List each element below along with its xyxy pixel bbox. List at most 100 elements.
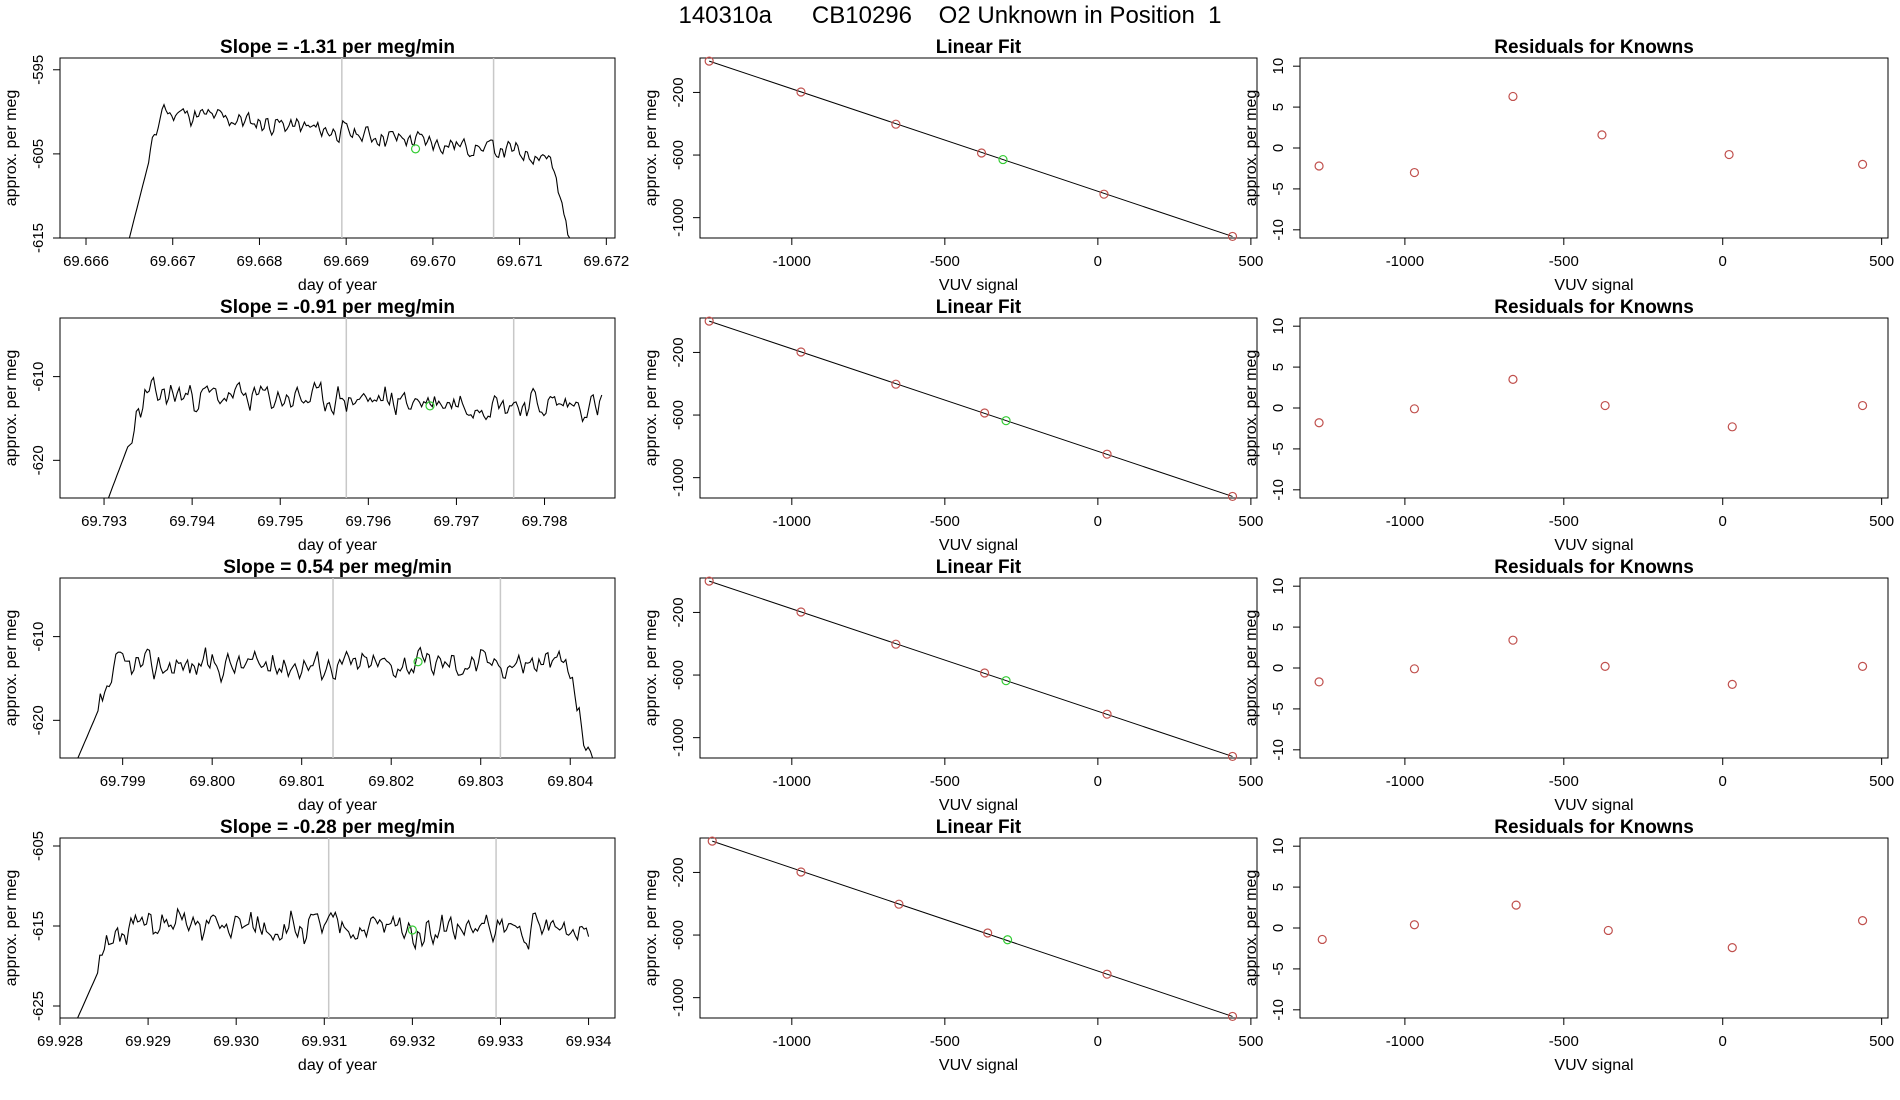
panel-title: Residuals for Knowns (1494, 557, 1694, 578)
residual-point (1409, 920, 1420, 930)
y-tick-label: 10 (1270, 58, 1287, 75)
y-tick-label: -600 (670, 660, 687, 690)
x-axis-label: VUV signal (1554, 537, 1633, 554)
y-tick-label: 10 (1270, 838, 1287, 855)
y-tick-label: -200 (670, 337, 687, 367)
residual-point (1600, 661, 1610, 671)
x-tick-label: 0 (1094, 1033, 1102, 1050)
unknown-point (1001, 676, 1011, 686)
x-tick-label: -500 (1549, 773, 1579, 790)
y-tick-label: -620 (30, 445, 47, 475)
known-point (704, 576, 714, 586)
x-axis-label: VUV signal (939, 797, 1018, 814)
y-tick-label: 5 (1270, 103, 1287, 111)
known-point (891, 379, 901, 389)
x-tick-label: 69.931 (301, 1033, 347, 1050)
y-tick-label: -615 (30, 911, 47, 941)
residual-point (1511, 900, 1521, 910)
known-point (1102, 709, 1112, 719)
y-tick-label: -1000 (670, 718, 687, 756)
x-tick-label: 69.932 (389, 1033, 435, 1050)
residual-point (1597, 130, 1607, 140)
signal-trace (77, 646, 594, 759)
y-tick-label: -10 (1270, 479, 1287, 501)
y-axis-label: approx. per meg (643, 350, 660, 467)
x-tick-label: 69.795 (257, 513, 303, 530)
panel-title: Linear Fit (936, 557, 1022, 578)
known-point (796, 347, 806, 357)
panel-title: Slope = -0.28 per meg/min (220, 817, 455, 838)
y-axis-label: approx. per meg (643, 870, 660, 987)
panel-r4c2: Linear Fit VUV signal approx. per meg -1000… (643, 817, 1263, 1074)
x-tick-label: 69.798 (522, 513, 568, 530)
y-axis-label: approx. per meg (1243, 870, 1260, 987)
known-point (1102, 969, 1112, 979)
y-tick-label: -5 (1270, 442, 1287, 455)
x-tick-label: 69.797 (433, 513, 479, 530)
residual-point (1314, 677, 1324, 687)
x-tick-label: 69.666 (63, 253, 109, 270)
known-point (796, 607, 806, 617)
y-tick-label: -600 (670, 140, 687, 170)
panel-r3c1: Slope = 0.54 per meg/min day of year appro… (3, 557, 616, 814)
x-tick-label: 500 (1869, 513, 1894, 530)
x-axis-label: VUV signal (1554, 277, 1633, 294)
plot-frame (699, 57, 1258, 239)
residual-point (1727, 943, 1737, 953)
y-axis-label: approx. per meg (1243, 90, 1260, 207)
y-tick-label: 0 (1270, 924, 1287, 932)
x-tick-label: -1000 (1386, 253, 1424, 270)
known-point (891, 639, 901, 649)
x-tick-label: 69.670 (410, 253, 456, 270)
residual-point (1508, 374, 1518, 384)
x-axis-label: VUV signal (1554, 797, 1633, 814)
panel-r4c3: Residuals for Knowns VUV signal approx. pe… (1243, 817, 1894, 1074)
x-tick-label: -500 (1549, 253, 1579, 270)
y-tick-label: -10 (1270, 739, 1287, 761)
x-tick-label: 0 (1094, 253, 1102, 270)
known-point (1227, 1011, 1238, 1022)
x-tick-label: 69.930 (213, 1033, 259, 1050)
x-tick-label: 69.801 (279, 773, 325, 790)
panel-r1c2: Linear Fit VUV signal approx. per meg -1000… (643, 37, 1263, 294)
fit-line (709, 580, 1233, 757)
y-tick-label: -10 (1270, 219, 1287, 241)
x-tick-label: 69.803 (458, 773, 504, 790)
y-tick-label: -605 (30, 139, 47, 169)
x-axis-label: VUV signal (939, 277, 1018, 294)
y-axis-label: approx. per meg (1243, 350, 1260, 467)
y-tick-label: -1000 (670, 978, 687, 1016)
x-tick-label: 500 (1238, 773, 1263, 790)
residual-point (1409, 664, 1420, 674)
fit-line (709, 320, 1233, 497)
panel-title: Residuals for Knowns (1494, 297, 1694, 318)
x-tick-label: 0 (1719, 773, 1727, 790)
residual-point (1857, 400, 1868, 411)
x-tick-label: 500 (1869, 773, 1894, 790)
residual-point (1508, 91, 1518, 102)
y-axis-label: approx. per meg (643, 90, 660, 207)
y-tick-label: -600 (670, 400, 687, 430)
residual-point (1600, 400, 1610, 411)
x-tick-label: -500 (930, 1033, 960, 1050)
y-tick-label: -615 (30, 223, 47, 253)
x-tick-label: 69.668 (237, 253, 283, 270)
known-point (796, 87, 806, 97)
x-tick-label: 500 (1238, 253, 1263, 270)
x-tick-label: 0 (1094, 513, 1102, 530)
y-tick-label: 5 (1270, 883, 1287, 891)
known-point (1227, 231, 1238, 242)
x-axis-label: day of year (298, 1057, 378, 1074)
y-tick-label: 0 (1270, 404, 1287, 412)
y-tick-label: 0 (1270, 664, 1287, 672)
y-tick-label: -605 (30, 831, 47, 861)
y-tick-label: 5 (1270, 363, 1287, 371)
residual-point (1727, 679, 1737, 689)
residual-point (1603, 925, 1613, 936)
panel-r2c2: Linear Fit VUV signal approx. per meg -1000… (643, 297, 1263, 554)
figure-title: 140310a CB10296 O2 Unknown in Position 1 (678, 2, 1222, 29)
x-tick-label: 0 (1094, 773, 1102, 790)
panel-title: Linear Fit (936, 37, 1022, 58)
y-axis-label: approx. per meg (3, 870, 20, 987)
